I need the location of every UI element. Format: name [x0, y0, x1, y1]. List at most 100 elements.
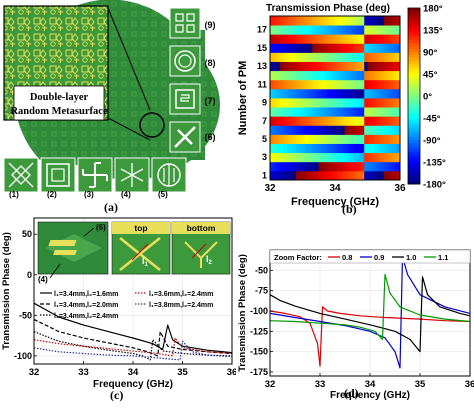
- colorbar-segment: [408, 166, 420, 170]
- heatmap-cell: [396, 143, 401, 154]
- heatmap-cell: [302, 170, 307, 181]
- heatmap-cell: [292, 125, 297, 135]
- heatmap-cell: [348, 98, 352, 108]
- heatmap-cell: [374, 170, 378, 181]
- heatmap-cell: [348, 88, 352, 99]
- zoom-circle: [139, 112, 165, 138]
- heatmap-cell: [328, 134, 333, 144]
- heatmap-cell: [335, 43, 339, 53]
- heatmap-cell: [374, 107, 378, 117]
- heatmap-cell: [286, 34, 290, 44]
- heatmap-cell: [364, 107, 368, 117]
- heatmap-cell: [305, 98, 310, 108]
- heatmap-cell: [273, 70, 277, 81]
- heatmap-cell: [380, 116, 385, 126]
- heatmap-cell: [390, 52, 394, 62]
- heatmap-cell: [367, 170, 372, 181]
- heatmap-cell: [357, 116, 362, 126]
- heatmap-cell: [318, 161, 323, 172]
- heatmap-cell: [279, 125, 284, 135]
- heatmap-cell: [322, 161, 326, 172]
- heatmap-cell: [338, 170, 342, 181]
- heatmap-cell: [348, 125, 352, 135]
- heatmap-cell: [286, 134, 290, 144]
- heatmap-cell: [348, 79, 352, 90]
- series-line: [33, 302, 233, 354]
- heatmap-cell: [270, 125, 274, 135]
- heatmap-cell: [312, 25, 316, 35]
- xtick-label: 36: [227, 367, 236, 378]
- heatmap-cell: [270, 43, 274, 53]
- heatmap-cell: [279, 79, 284, 90]
- heatmap-cell: [289, 161, 294, 172]
- heatmap-cell: [361, 143, 365, 154]
- heatmap-cell: [361, 125, 365, 135]
- heatmap-cell: [276, 34, 281, 44]
- heatmap-cell: [341, 143, 346, 154]
- heatmap-cell: [279, 34, 284, 44]
- heatmap-cell: [279, 98, 284, 108]
- heatmap-cell: [331, 98, 336, 108]
- colorbar-segment: [408, 46, 420, 50]
- colorbar-segment: [408, 28, 420, 32]
- heatmap-cell: [309, 34, 313, 44]
- heatmap-cell: [276, 16, 281, 26]
- heatmap-cell: [309, 16, 313, 26]
- heatmap-cell: [276, 116, 281, 126]
- heatmap-cell: [367, 152, 372, 163]
- colorbar-segment: [408, 154, 420, 159]
- colorbar-segment: [408, 75, 420, 79]
- heatmap-cell: [292, 52, 297, 62]
- heatmap-cell: [367, 79, 372, 90]
- heatmap-cell: [351, 98, 355, 108]
- heatmap-cell: [364, 134, 368, 144]
- phase-heatmap: Transmission Phase (deg) 32 34 36 13579111…: [237, 3, 446, 208]
- svg-text:Zoom Factor:: Zoom Factor:: [274, 253, 322, 262]
- heatmap-cell: [351, 152, 355, 163]
- colorbar-labels: 180° 135° 90° 45° 0° -45° -90° -135° -180°: [423, 4, 446, 191]
- heatmap-cell: [357, 61, 362, 72]
- heatmap-cell: [283, 116, 287, 126]
- heatmap-cell: [387, 98, 391, 108]
- heatmap-cell: [322, 52, 326, 62]
- heatmap-cell: [322, 16, 326, 26]
- heatmap-cell: [270, 88, 274, 99]
- heatmap-cell: [351, 88, 355, 99]
- heatmap-cell: [328, 43, 333, 53]
- heatmap-cell: [325, 107, 329, 117]
- colorbar-segment: [408, 169, 420, 173]
- heatmap-cell: [283, 25, 287, 35]
- colorbar-segment: [408, 63, 420, 68]
- heatmap-cells: [270, 16, 401, 181]
- heatmap-cell: [292, 70, 297, 81]
- colorbar-label: 45°: [423, 70, 438, 81]
- heatmap-cell: [341, 125, 346, 135]
- heatmap-cell: [299, 79, 303, 90]
- heatmap-cell: [302, 43, 307, 53]
- heatmap-cell: [367, 107, 372, 117]
- heatmap-cell: [309, 98, 313, 108]
- heatmap-cell: [387, 116, 391, 126]
- heatmap-cell: [328, 79, 333, 90]
- heatmap-cell: [380, 34, 385, 44]
- ytick-label: 50: [22, 229, 32, 239]
- heatmap-cell: [318, 152, 323, 163]
- heatmap-cell: [383, 98, 388, 108]
- heatmap-cell: [325, 143, 329, 154]
- heatmap-cell: [344, 34, 349, 44]
- heatmap-cell: [383, 16, 388, 26]
- heatmap-cell: [383, 170, 388, 181]
- heatmap-cell: [357, 70, 362, 81]
- colorbar-segment: [408, 84, 420, 88]
- heatmap-cell: [383, 88, 388, 99]
- heatmap-cell: [396, 61, 401, 72]
- heatmap-cell: [351, 52, 355, 62]
- heatmap-cell: [331, 134, 336, 144]
- colorbar-segment: [408, 69, 420, 74]
- heatmap-cell: [273, 16, 277, 26]
- heatmap-cell: [292, 143, 297, 154]
- heatmap-cell: [393, 43, 398, 53]
- heatmap-cell: [328, 25, 333, 35]
- heatmap-cell: [286, 16, 290, 26]
